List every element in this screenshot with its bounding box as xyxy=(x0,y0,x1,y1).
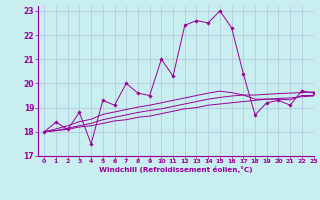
X-axis label: Windchill (Refroidissement éolien,°C): Windchill (Refroidissement éolien,°C) xyxy=(99,166,253,173)
